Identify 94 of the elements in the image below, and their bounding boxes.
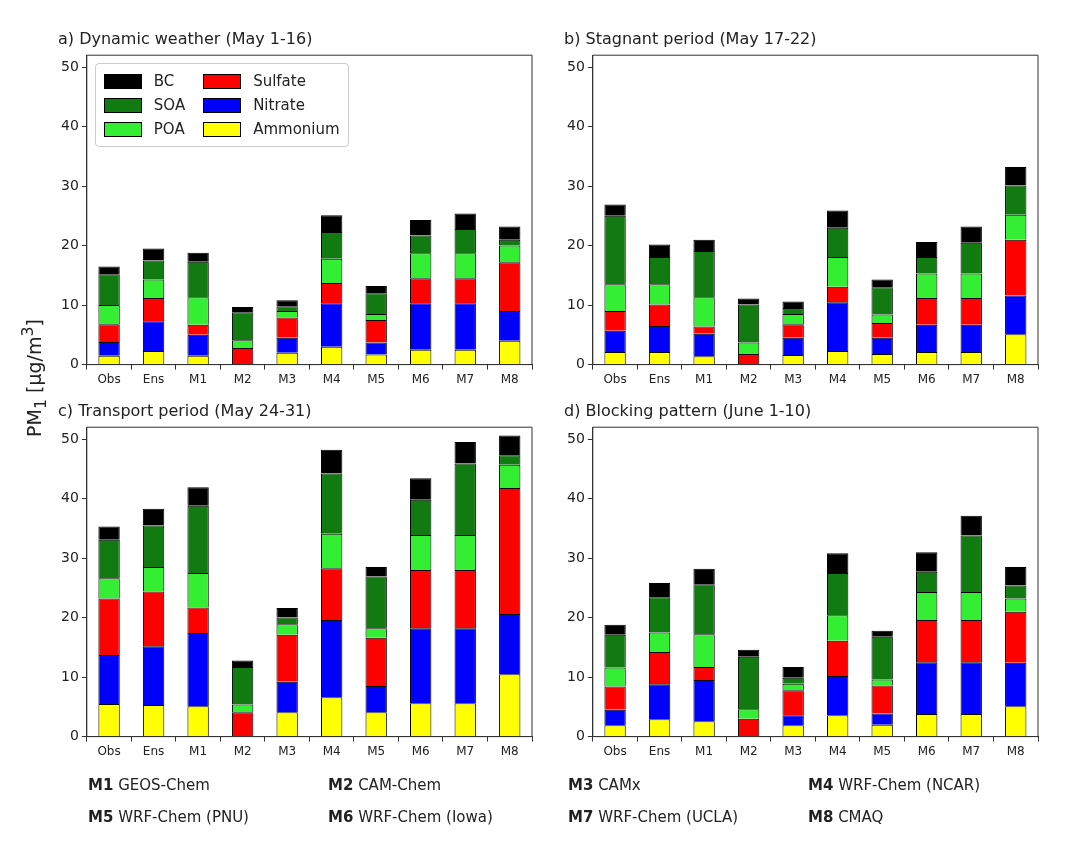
text: M2 CAM-Chem	[328, 776, 443, 794]
legend-label: Ammonium	[253, 120, 340, 139]
bar	[693, 568, 715, 585]
x-tick-label: M5	[873, 371, 892, 386]
x-tick-label: Obs	[603, 743, 627, 758]
legend-label: POA	[153, 120, 185, 139]
x-tick-label: Ens	[648, 743, 671, 758]
x-tick-label: M3	[784, 371, 803, 386]
y-tick-label: 20	[60, 236, 79, 253]
y-tick-label: 0	[575, 727, 585, 744]
y-tick-label: 0	[69, 355, 79, 372]
x-tick-label: M5	[367, 371, 386, 386]
x-tick-label: M1	[695, 743, 714, 758]
x-tick-label: M5	[873, 743, 892, 758]
x-tick-label: M7	[456, 371, 475, 386]
y-tick-label: 0	[69, 727, 79, 744]
y-tick-label: 50	[60, 57, 79, 74]
bar	[782, 666, 804, 678]
y-tick-label: 40	[566, 489, 585, 506]
x-tick-label: M1	[695, 371, 714, 386]
x-tick-label: M4	[828, 743, 847, 758]
bar	[782, 301, 804, 309]
chart-title: d) Blocking pattern (June 1-10)	[564, 400, 812, 420]
x-tick-label: M6	[411, 743, 430, 758]
bar	[98, 266, 120, 275]
y-tick-label: 50	[566, 429, 585, 446]
y-tick-label: 10	[60, 295, 79, 312]
x-tick-label: M7	[962, 371, 981, 386]
x-tick-label: M3	[278, 743, 297, 758]
y-tick-label: 30	[60, 548, 79, 565]
x-tick-label: M7	[962, 743, 981, 758]
x-tick-label: M8	[500, 371, 519, 386]
chart-title: a) Dynamic weather (May 1-16)	[58, 28, 313, 48]
legend-label: SOA	[153, 96, 186, 115]
y-tick-label: 40	[60, 117, 79, 134]
text: M8 CMAQ	[808, 808, 885, 826]
x-tick-label: M6	[917, 743, 936, 758]
bar	[276, 608, 298, 618]
y-tick-label: 20	[60, 608, 79, 625]
x-tick-label: M4	[322, 743, 341, 758]
x-tick-label: M2	[233, 743, 252, 758]
x-tick-label: M6	[917, 371, 936, 386]
chart-title: b) Stagnant period (May 17-22)	[564, 28, 817, 48]
y-tick-label: 30	[566, 176, 585, 193]
x-tick-label: M3	[278, 371, 297, 386]
x-tick-label: M7	[456, 743, 475, 758]
x-tick-label: M2	[233, 371, 252, 386]
x-tick-label: M8	[1006, 743, 1025, 758]
x-tick-label: M1	[189, 743, 208, 758]
y-tick-label: 0	[575, 355, 585, 372]
y-tick-label: 30	[60, 176, 79, 193]
bar	[187, 487, 209, 506]
y-tick-label: 50	[566, 57, 585, 74]
x-tick-label: M6	[411, 371, 430, 386]
y-tick-label: 10	[566, 295, 585, 312]
y-tick-label: 50	[60, 429, 79, 446]
bar	[604, 204, 626, 216]
text: M4 WRF-Chem (NCAR)	[808, 776, 982, 794]
x-tick-label: Obs	[603, 371, 627, 386]
y-tick-label: 10	[566, 667, 585, 684]
x-tick-label: Obs	[97, 743, 121, 758]
bar	[187, 252, 209, 262]
x-tick-label: M3	[784, 743, 803, 758]
x-tick-label: M8	[1006, 371, 1025, 386]
y-tick-label: 40	[566, 117, 585, 134]
x-tick-label: Obs	[97, 371, 121, 386]
legend-label: Nitrate	[253, 96, 305, 115]
y-tick-label: 20	[566, 608, 585, 625]
text: M6 WRF-Chem (Iowa)	[328, 808, 494, 826]
bar	[693, 239, 715, 251]
text: M7 WRF-Chem (UCLA)	[568, 808, 740, 826]
x-tick-label: M2	[739, 371, 758, 386]
text: M1 GEOS-Chem	[88, 776, 211, 794]
y-tick-label: 20	[566, 236, 585, 253]
y-tick-label: 10	[60, 667, 79, 684]
y-tick-label: 40	[60, 489, 79, 506]
text: M3 CAMx	[568, 776, 642, 794]
legend-label: Sulfate	[253, 72, 306, 91]
y-tick-label: 30	[566, 548, 585, 565]
x-tick-label: M4	[828, 371, 847, 386]
bar	[98, 526, 120, 540]
x-tick-label: M1	[189, 371, 208, 386]
chart-title: c) Transport period (May 24-31)	[58, 400, 312, 420]
bar	[604, 624, 626, 635]
x-tick-label: M4	[322, 371, 341, 386]
x-tick-label: M8	[500, 743, 519, 758]
x-tick-label: M5	[367, 743, 386, 758]
x-tick-label: Ens	[142, 743, 165, 758]
legend-label: BC	[153, 72, 175, 91]
text: M5 WRF-Chem (PNU)	[88, 808, 250, 826]
x-tick-label: Ens	[648, 371, 671, 386]
x-tick-label: Ens	[142, 371, 165, 386]
bar	[276, 300, 298, 307]
x-tick-label: M2	[739, 743, 758, 758]
